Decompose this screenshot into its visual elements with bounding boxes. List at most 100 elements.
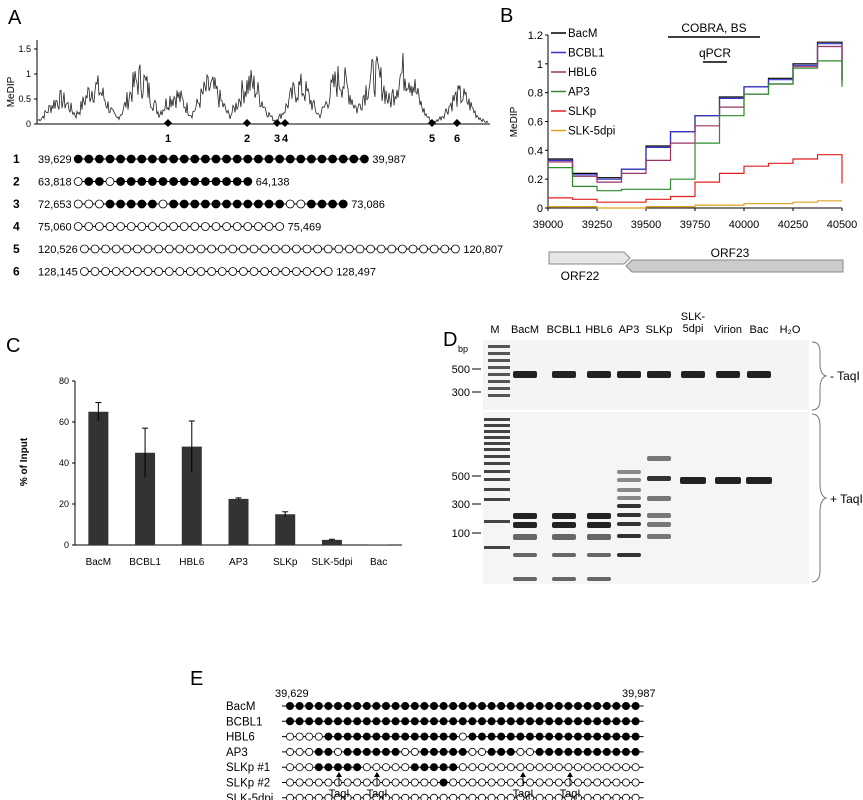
unmethylated-cpg	[516, 747, 525, 756]
unmethylated-cpg	[612, 793, 621, 800]
methylated-cpg	[353, 747, 362, 756]
gel-lane-label: H₂O	[780, 324, 801, 336]
methylated-cpg	[487, 732, 496, 741]
methylated-cpg	[429, 702, 438, 711]
unmethylated-cpg	[631, 778, 640, 787]
cpg-row-start: 39,629	[38, 154, 72, 166]
methylated-cpg	[285, 717, 294, 726]
methylated-cpg	[126, 154, 136, 164]
ladder-band	[484, 470, 510, 473]
gel-band	[552, 577, 576, 581]
unmethylated-cpg	[101, 244, 110, 254]
gel-lane-label: Virion	[714, 324, 742, 336]
methylated-cpg	[583, 702, 592, 711]
unmethylated-cpg	[574, 793, 582, 800]
unmethylated-cpg	[593, 763, 602, 772]
unmethylated-cpg	[429, 244, 439, 254]
bottom-brace	[811, 413, 828, 583]
methylated-cpg	[381, 717, 390, 726]
unmethylated-cpg	[526, 763, 535, 772]
methylated-cpg	[449, 763, 458, 772]
series-line-hbl6	[548, 45, 843, 183]
unmethylated-cpg	[583, 763, 592, 772]
unmethylated-cpg	[516, 778, 525, 787]
unmethylated-cpg	[105, 177, 115, 186]
methylated-cpg	[296, 154, 306, 164]
methylated-cpg	[506, 717, 515, 726]
c-category-label: AP3	[229, 557, 248, 568]
unmethylated-cpg	[286, 793, 294, 800]
methylated-cpg	[343, 763, 352, 772]
gel-band	[647, 476, 671, 481]
unmethylated-cpg	[73, 222, 83, 231]
gel-band	[680, 477, 706, 484]
unmethylated-cpg	[302, 267, 312, 276]
region-marker-number: 4	[282, 133, 289, 145]
methylated-cpg	[564, 717, 573, 726]
methylated-cpg	[602, 717, 611, 726]
ladder-band	[484, 488, 510, 491]
gel-band	[617, 371, 641, 378]
methylated-cpg	[333, 702, 342, 711]
unmethylated-cpg	[622, 763, 631, 772]
methylated-cpg	[429, 717, 438, 726]
gel-band	[552, 522, 576, 528]
unmethylated-cpg	[468, 763, 477, 772]
b-ytick-label: 0.8	[528, 88, 543, 100]
b-ytick-label: 0.2	[528, 174, 543, 186]
sample-label: AP3	[226, 747, 248, 759]
legend-entry: AP3	[568, 87, 590, 99]
cpg-row-start: 120,526	[38, 244, 78, 256]
methylated-cpg	[338, 199, 348, 209]
methylated-cpg	[439, 732, 448, 741]
methylated-cpg	[222, 199, 232, 209]
unmethylated-cpg	[397, 244, 407, 254]
unmethylated-cpg	[487, 763, 496, 772]
unmethylated-cpg	[387, 244, 397, 254]
methylated-cpg	[349, 154, 359, 164]
cobra-bs-label: COBRA, BS	[681, 21, 746, 35]
ladder-band	[484, 455, 510, 458]
unmethylated-cpg	[362, 793, 371, 800]
methylated-cpg	[381, 702, 390, 711]
methylated-cpg	[554, 717, 563, 726]
unmethylated-cpg	[583, 793, 592, 800]
unmethylated-cpg	[313, 244, 323, 254]
gel-lane-label: SLK-	[681, 311, 706, 323]
unmethylated-cpg	[430, 793, 438, 800]
unmethylated-cpg	[526, 793, 534, 800]
unmethylated-cpg	[477, 763, 486, 772]
methylated-cpg	[200, 199, 210, 209]
ladder-band	[488, 380, 510, 383]
ladder-band	[488, 352, 510, 355]
methylated-cpg	[158, 154, 168, 164]
methylated-cpg	[477, 717, 486, 726]
b-xtick-label: 39250	[582, 219, 613, 231]
gel-band	[647, 371, 671, 378]
methylated-cpg	[439, 747, 448, 756]
methylated-cpg	[391, 747, 400, 756]
methylated-cpg	[554, 747, 563, 756]
methylated-cpg	[526, 717, 535, 726]
methylated-cpg	[554, 702, 563, 711]
unmethylated-cpg	[143, 267, 153, 276]
unmethylated-cpg	[295, 732, 304, 741]
unmethylated-cpg	[154, 244, 164, 254]
legend-entry: BacM	[568, 28, 597, 40]
c-ytick-label: 80	[59, 376, 69, 386]
unmethylated-cpg	[164, 267, 174, 276]
unmethylated-cpg	[200, 222, 210, 231]
gel-size-ticks: 500 300 500 300 100	[452, 364, 481, 540]
methylated-cpg	[314, 747, 323, 756]
methylated-cpg	[328, 199, 338, 209]
panel-d: M BacM BCBL1 HBL6 AP3 SLKp SLK-5dpi Virion Bac H₂…	[452, 311, 863, 584]
unmethylated-cpg	[545, 793, 554, 800]
c-category-label: SLKp	[273, 557, 298, 568]
methylated-cpg	[285, 154, 295, 164]
ladder-band	[484, 430, 510, 433]
methylated-cpg	[468, 717, 477, 726]
unmethylated-cpg	[333, 778, 342, 787]
methylated-cpg	[612, 702, 621, 711]
